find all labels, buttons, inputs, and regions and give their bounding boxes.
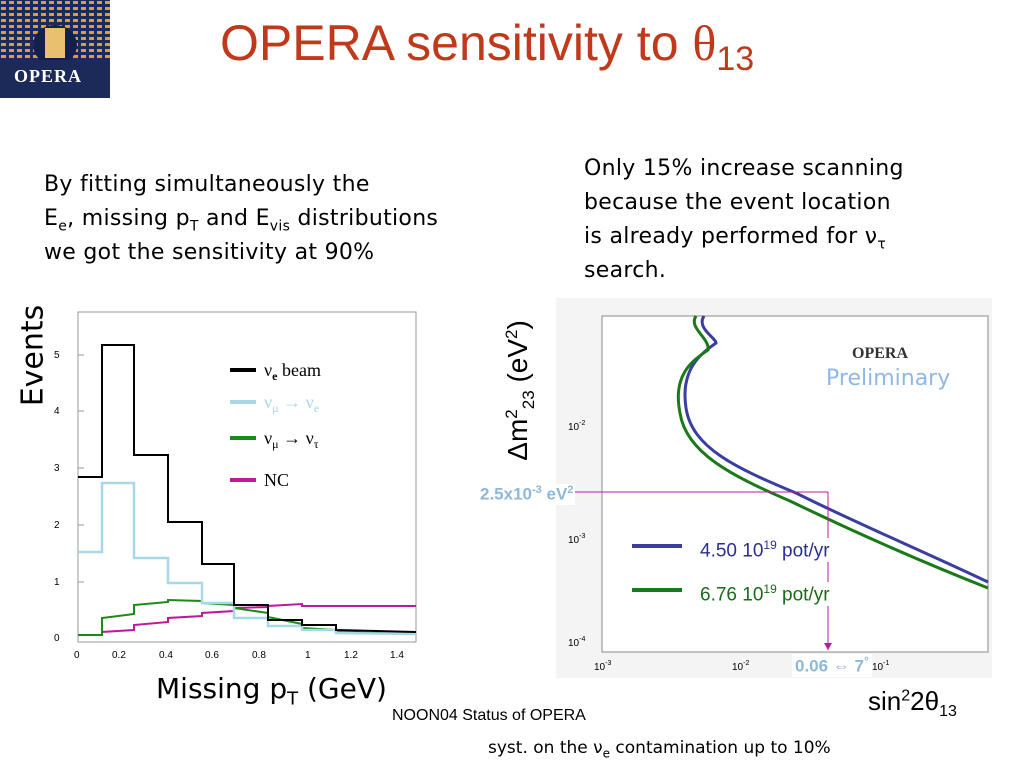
opera-logo: OPERA: [0, 0, 110, 98]
hist-xtick-2: 0.4: [159, 650, 173, 661]
sens-marker-arrow: [824, 643, 832, 650]
sens-curve-450: [683, 315, 989, 584]
sens-my-unit: eV: [541, 484, 568, 504]
sens-mx-a: 0.06 ⇔ 7: [795, 656, 864, 676]
sens-xlabel-sup: 2: [901, 687, 911, 705]
opera-logo-graphic: [0, 0, 110, 98]
hist-xlabel-a: Missing p: [156, 672, 288, 705]
right-text-block: Only 15% increase scanning because the e…: [584, 152, 904, 288]
sens-opera-label: OPERA: [852, 345, 908, 362]
footer-status: NOON04 Status of OPERA: [392, 707, 586, 724]
title-text: OPERA sensitivity to: [220, 15, 693, 71]
sens-marker-y-label: 2.5x10-3 eV2: [478, 484, 576, 505]
sens-ylabel-sup2: 2: [501, 329, 521, 339]
hist-series-nc: [78, 602, 416, 636]
hist-frame: [77, 311, 417, 643]
sens-leg0-a: 4.50 10: [700, 540, 764, 562]
legend-label-3: NC: [264, 470, 289, 490]
sens-marker-x-label: 0.06 ⇔ 7°: [792, 654, 872, 677]
sens-mx-deg: °: [864, 654, 869, 668]
syst-sub: e: [602, 746, 611, 761]
hist-x-ticks: 0 0.2 0.4 0.6 0.8 1 1.2 1.4: [74, 650, 404, 661]
left-text-line2: Ee, missing pT and Evis distributions: [44, 202, 438, 236]
legend-label-2: νμ → ντ: [264, 428, 319, 451]
left-text-line3: we got the sensitivity at 90%: [44, 240, 375, 265]
hist-legend: νe beam νμ → νe νμ → ντ NC: [230, 360, 321, 490]
sens-ylabel-b: (eV: [502, 338, 534, 391]
hist-xlabel: Missing pT (GeV): [156, 672, 387, 710]
logo-text: OPERA: [14, 66, 82, 86]
syst-a: syst. on the ν: [488, 738, 603, 758]
hist-ytick-1: 1: [54, 577, 60, 588]
sens-leg0-sup: 19: [763, 538, 777, 552]
right-text-line1: Only 15% increase scanning: [584, 156, 904, 181]
hist-xtick-3: 0.6: [205, 650, 219, 661]
hist-xtick-6: 1.2: [344, 650, 358, 661]
sens-curve-676: [676, 315, 989, 590]
sens-leg1-a: 6.76 10: [700, 584, 764, 606]
sens-xlabel-a: sin: [868, 686, 902, 716]
hist-xtick-7: 1.4: [390, 650, 404, 661]
rt-line3: is already performed for ν: [584, 224, 878, 249]
legend-label-1: νμ → νe: [264, 392, 319, 415]
sens-xlabel-sub: 13: [939, 703, 957, 721]
hist-series-numu-nue: [78, 481, 417, 636]
sens-xlabel: sin22θ13: [868, 686, 957, 721]
hist-xtick-4: 0.8: [252, 650, 266, 661]
sens-ylabel-a: Δm: [502, 418, 534, 461]
hist-xlabel-sub: T: [287, 688, 299, 710]
left-text-block: By fitting simultaneously the Ee, missin…: [44, 168, 438, 270]
title-sub: 13: [716, 40, 755, 78]
sens-legend-label-0: 4.50 1019 pot/yr: [700, 538, 830, 563]
lt-pt: , missing p: [67, 206, 190, 231]
syst-note: syst. on the νe contamination up to 10%: [488, 738, 831, 760]
sens-my-sup2: 2: [567, 484, 574, 496]
right-text-line3: is already performed for ντ: [584, 220, 904, 254]
sens-ylabel-sup: 2: [501, 409, 521, 419]
sens-ylabel: Δm223 (eV2): [502, 320, 539, 461]
sens-leg1-b: pot/yr: [776, 584, 830, 606]
lt-pt-sub: T: [189, 218, 199, 235]
hist-xtick-1: 0.2: [112, 650, 126, 661]
sens-my-sup: -3: [532, 484, 542, 496]
left-text-line1: By fitting simultaneously the: [44, 172, 370, 197]
sens-leg1-sup: 19: [763, 582, 777, 596]
sens-my-a: 2.5x10: [480, 484, 532, 504]
right-text-line4: search.: [584, 258, 667, 283]
sens-leg0-b: pot/yr: [776, 540, 830, 562]
hist-xlabel-b: (GeV): [298, 672, 387, 705]
hist-series-nue-beam: [78, 344, 417, 633]
hist-ytick-3: 3: [54, 463, 60, 474]
sens-ylabel-c: ): [502, 320, 534, 330]
hist-ytick-4: 4: [54, 406, 60, 417]
title-theta: θ: [692, 15, 717, 71]
legend-label-0: νe beam: [264, 360, 321, 383]
sens-xlabel-b: 2θ: [910, 686, 940, 716]
right-text-line2: because the event location: [584, 190, 891, 215]
lt-evis-sub: vis: [269, 218, 291, 235]
hist-ytick-0: 0: [54, 633, 60, 644]
rt-tau-sub: τ: [877, 236, 887, 253]
lt-evis: and E: [198, 206, 270, 231]
hist-ytick-5: 5: [54, 350, 60, 361]
histogram-plot: 0 1 2 3 4 5 0 0.2 0.4 0.6 0.8 1 1.2 1.4 …: [46, 300, 426, 680]
syst-b: contamination up to 10%: [610, 738, 831, 758]
hist-tickmarks: [78, 354, 84, 583]
hist-xtick-0: 0: [74, 650, 80, 661]
hist-xtick-5: 1: [305, 650, 311, 661]
sens-ylabel-sub: 23: [518, 390, 538, 410]
sens-legend-label-1: 6.76 1019 pot/yr: [700, 582, 830, 607]
hist-y-ticks: 0 1 2 3 4 5: [54, 350, 60, 644]
slide-title: OPERA sensitivity to θ13: [220, 14, 754, 79]
lt-e-sub: e: [58, 218, 68, 235]
lt-dist: distributions: [290, 206, 439, 231]
hist-ytick-2: 2: [54, 520, 60, 531]
lt-e: E: [44, 206, 59, 231]
sensitivity-plot: 10-2 10-3 10-4 10-3 10-2 10-1 OPERA: [556, 298, 992, 678]
sens-preliminary: Preliminary: [820, 366, 957, 391]
